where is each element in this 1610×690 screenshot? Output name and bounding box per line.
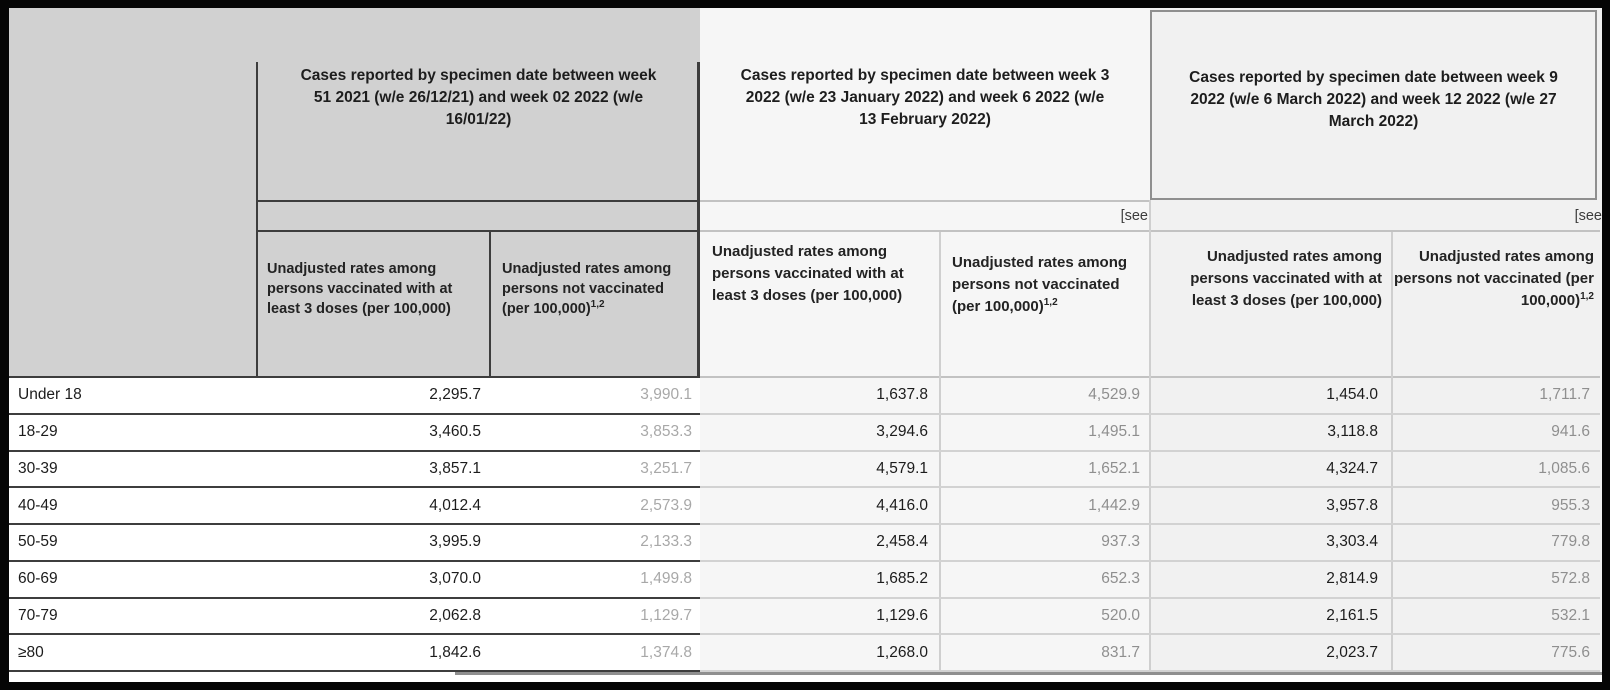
- rate-g2-vaccinated: 1,637.8: [700, 378, 940, 415]
- rate-g3-unvaccinated: 955.3: [1392, 488, 1600, 525]
- rate-g2-vaccinated: 1,685.2: [700, 562, 940, 599]
- rate-g1-unvaccinated: 1,374.8: [490, 635, 700, 672]
- table-row: 70-79 2,062.8 1,129.7 1,129.6 520.0 2,16…: [9, 598, 1600, 636]
- age-cell: 30-39: [9, 451, 257, 489]
- subheader-g2-vaccinated: Unadjusted rates among persons vaccinate…: [712, 243, 904, 304]
- divider: [1149, 200, 1151, 670]
- group3-header-box: [1150, 10, 1597, 200]
- rate-g3-vaccinated: 2,814.9: [1150, 562, 1392, 599]
- rate-g3-unvaccinated: 532.1: [1392, 599, 1600, 636]
- rate-g3-vaccinated: 1,454.0: [1150, 378, 1392, 415]
- rate-g2-vaccinated: 1,268.0: [700, 635, 940, 672]
- rate-g3-unvaccinated: 1,085.6: [1392, 452, 1600, 489]
- subheader-g3-unvaccinated-text: Unadjusted rates among persons not vacci…: [1393, 248, 1594, 309]
- table-row: 60-69 3,070.0 1,499.8 1,685.2 652.3 2,81…: [9, 561, 1600, 599]
- rate-g2-unvaccinated: 1,495.1: [940, 415, 1150, 452]
- footnote-marker: 1,2: [590, 299, 605, 311]
- period-3-header: Cases reported by specimen date between …: [1150, 10, 1597, 202]
- footnote-marker: 1,2: [1580, 291, 1594, 302]
- rate-g1-unvaccinated: 3,853.3: [490, 414, 700, 452]
- rate-g2-unvaccinated: 1,442.9: [940, 488, 1150, 525]
- subheader-g3-unvaccinated: Unadjusted rates among persons not vacci…: [1392, 232, 1600, 378]
- table-bottom-rule: [455, 672, 1602, 675]
- rate-g3-unvaccinated: 779.8: [1392, 525, 1600, 562]
- rate-g1-unvaccinated: 3,990.1: [490, 378, 700, 415]
- table-row: 18-29 3,460.5 3,853.3 3,294.6 1,495.1 3,…: [9, 414, 1600, 452]
- age-cell: 40-49: [9, 488, 257, 525]
- table-row: 30-39 3,857.1 3,251.7 4,579.1 1,652.1 4,…: [9, 451, 1600, 489]
- rate-g3-vaccinated: 3,303.4: [1150, 525, 1392, 562]
- rate-g2-vaccinated: 1,129.6: [700, 599, 940, 636]
- age-cell: Under 18: [9, 378, 257, 415]
- period-1-header: Cases reported by specimen date between …: [257, 8, 700, 200]
- rate-g1-vaccinated: 4,012.4: [257, 488, 490, 525]
- rate-g1-unvaccinated: 2,133.3: [490, 525, 700, 562]
- rate-g3-unvaccinated: 941.6: [1392, 415, 1600, 452]
- rate-g2-vaccinated: 3,294.6: [700, 415, 940, 452]
- table-body: Under 18 2,295.7 3,990.1 1,637.8 4,529.9…: [9, 378, 1600, 672]
- divider: [257, 230, 700, 232]
- age-cell: 70-79: [9, 598, 257, 636]
- subheader-g3-vaccinated: Unadjusted rates among persons vaccinate…: [1190, 248, 1382, 309]
- subheader-g2-unvaccinated-text: Unadjusted rates among persons not vacci…: [952, 254, 1128, 315]
- divider: [257, 200, 700, 202]
- subheader-g1-vaccinated: Unadjusted rates among persons vaccinate…: [267, 261, 453, 317]
- rate-g1-unvaccinated: 1,129.7: [490, 598, 700, 636]
- rate-g1-vaccinated: 2,062.8: [257, 598, 490, 636]
- table-row: ≥80 1,842.6 1,374.8 1,268.0 831.7 2,023.…: [9, 635, 1600, 672]
- rate-g1-vaccinated: 3,857.1: [257, 451, 490, 489]
- rate-g2-unvaccinated: 4,529.9: [940, 378, 1150, 415]
- rate-g3-vaccinated: 3,957.8: [1150, 488, 1392, 525]
- table-row: 40-49 4,012.4 2,573.9 4,416.0 1,442.9 3,…: [9, 488, 1600, 525]
- rate-g3-unvaccinated: 775.6: [1392, 635, 1600, 672]
- rate-g1-vaccinated: 2,295.7: [257, 378, 490, 415]
- age-cell: 60-69: [9, 561, 257, 599]
- rate-g3-unvaccinated: 1,711.7: [1392, 378, 1600, 415]
- rate-g1-vaccinated: 1,842.6: [257, 635, 490, 672]
- period-2-header: Cases reported by specimen date between …: [700, 8, 1150, 200]
- subheader-g1-unvaccinated-text: Unadjusted rates among persons not vacci…: [502, 261, 672, 317]
- divider: [700, 200, 1150, 202]
- rate-g3-vaccinated: 2,161.5: [1150, 599, 1392, 636]
- rate-g2-unvaccinated: 520.0: [940, 599, 1150, 636]
- footnote-marker: 1,2: [1043, 297, 1058, 308]
- rate-g2-vaccinated: 4,416.0: [700, 488, 940, 525]
- subheader-g2-unvaccinated: Unadjusted rates among persons not vacci…: [940, 232, 1150, 378]
- subheader-g1-unvaccinated: Unadjusted rates among persons not vacci…: [490, 232, 698, 378]
- age-cell: 18-29: [9, 414, 257, 452]
- rate-g3-vaccinated: 4,324.7: [1150, 452, 1392, 489]
- rate-g2-unvaccinated: 1,652.1: [940, 452, 1150, 489]
- divider: [9, 376, 700, 378]
- age-cell: 50-59: [9, 525, 257, 562]
- rate-g2-unvaccinated: 831.7: [940, 635, 1150, 672]
- rate-g2-unvaccinated: 937.3: [940, 525, 1150, 562]
- rate-g1-vaccinated: 3,995.9: [257, 525, 490, 562]
- rate-g3-vaccinated: 2,023.7: [1150, 635, 1392, 672]
- divider: [256, 62, 258, 670]
- rate-g2-unvaccinated: 652.3: [940, 562, 1150, 599]
- period-3-text: Cases reported by specimen date between …: [1189, 69, 1558, 130]
- period-1-text: Cases reported by specimen date between …: [300, 67, 657, 128]
- divider: [697, 62, 700, 662]
- see-note-group3: [see: [1574, 208, 1602, 224]
- rate-g1-unvaccinated: 1,499.8: [490, 561, 700, 599]
- see-note-group2: [see: [1120, 208, 1148, 224]
- age-cell: ≥80: [9, 635, 257, 672]
- rate-g3-unvaccinated: 572.8: [1392, 562, 1600, 599]
- rate-g3-vaccinated: 3,118.8: [1150, 415, 1392, 452]
- rate-g2-vaccinated: 4,579.1: [700, 452, 940, 489]
- period-2-text: Cases reported by specimen date between …: [740, 67, 1110, 128]
- rate-g1-unvaccinated: 2,573.9: [490, 488, 700, 525]
- table-row: 50-59 3,995.9 2,133.3 2,458.4 937.3 3,30…: [9, 525, 1600, 562]
- table-row: Under 18 2,295.7 3,990.1 1,637.8 4,529.9…: [9, 378, 1600, 415]
- rate-g2-vaccinated: 2,458.4: [700, 525, 940, 562]
- group1-header-zone: [9, 8, 700, 378]
- rate-g1-unvaccinated: 3,251.7: [490, 451, 700, 489]
- rate-g1-vaccinated: 3,460.5: [257, 414, 490, 452]
- rate-g1-vaccinated: 3,070.0: [257, 561, 490, 599]
